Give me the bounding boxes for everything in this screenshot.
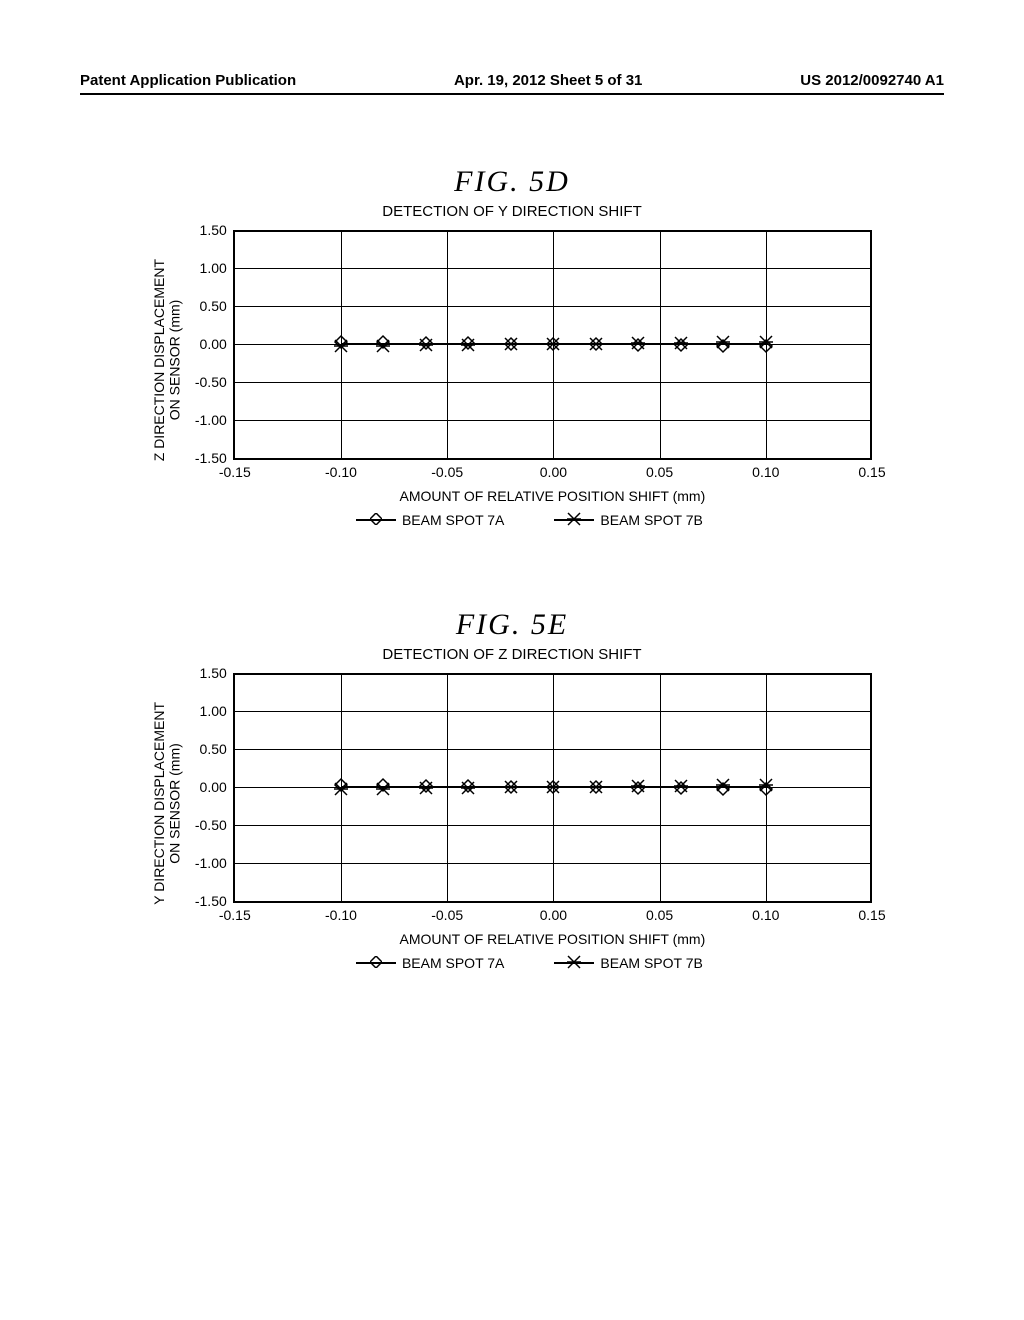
grid-h [235, 711, 872, 712]
y-tick-label: 1.50 [200, 665, 235, 681]
legend-label: BEAM SPOT 7A [402, 512, 504, 528]
legend-label: BEAM SPOT 7B [600, 955, 702, 971]
cross-marker-icon [377, 340, 389, 352]
cross-marker-icon [462, 782, 474, 794]
x-tick-label: 0.00 [540, 458, 567, 480]
x-tick-label: 0.15 [858, 458, 885, 480]
cross-marker-icon [717, 336, 729, 348]
x-tick-label: -0.05 [431, 901, 463, 923]
header-center: Apr. 19, 2012 Sheet 5 of 31 [454, 72, 642, 89]
grid-h [235, 268, 872, 269]
figure-subtitle: DETECTION OF Y DIRECTION SHIFT [152, 203, 872, 220]
cross-marker-icon [717, 779, 729, 791]
cross-marker-icon [567, 955, 581, 972]
x-tick-label: 0.05 [646, 458, 673, 480]
header-right: US 2012/0092740 A1 [800, 72, 944, 89]
cross-marker-icon [547, 338, 559, 350]
y-tick-label: -1.50 [195, 893, 235, 909]
y-tick-label: 1.00 [200, 703, 235, 719]
cross-marker-icon [590, 338, 602, 350]
fig-5e: FIG. 5E DETECTION OF Z DIRECTION SHIFT Y D… [152, 608, 872, 971]
cross-marker-icon [377, 783, 389, 795]
x-axis-label: AMOUNT OF RELATIVE POSITION SHIFT (mm) [233, 931, 872, 947]
x-tick-label: 0.00 [540, 901, 567, 923]
figures-container: FIG. 5D DETECTION OF Y DIRECTION SHIFT Z D… [80, 165, 944, 971]
y-axis-label: Y DIRECTION DISPLACEMENTON SENSOR (mm) [152, 702, 183, 905]
cross-marker-icon [547, 781, 559, 793]
y-tick-label: -0.50 [195, 817, 235, 833]
grid-h [235, 420, 872, 421]
grid-h [235, 306, 872, 307]
x-tick-label: 0.10 [752, 901, 779, 923]
cross-marker-icon [675, 780, 687, 792]
cross-marker-icon [462, 339, 474, 351]
legend-item: BEAM SPOT 7A [356, 955, 504, 971]
x-tick-label: -0.05 [431, 458, 463, 480]
header-rule [80, 93, 944, 95]
legend: BEAM SPOT 7A BEAM SPOT 7B [187, 955, 872, 971]
page-header: Patent Application Publication Apr. 19, … [80, 72, 944, 89]
diamond-marker-icon [370, 955, 382, 971]
cross-marker-icon [632, 337, 644, 349]
legend: BEAM SPOT 7A BEAM SPOT 7B [187, 512, 872, 528]
grid-h [235, 382, 872, 383]
cross-marker-icon [590, 781, 602, 793]
cross-marker-icon [420, 339, 432, 351]
legend-label: BEAM SPOT 7B [600, 512, 702, 528]
figure-subtitle: DETECTION OF Z DIRECTION SHIFT [152, 646, 872, 663]
y-tick-label: 1.50 [200, 222, 235, 238]
page: Patent Application Publication Apr. 19, … [0, 0, 1024, 1091]
y-tick-label: 0.00 [200, 336, 235, 352]
fig-5d: FIG. 5D DETECTION OF Y DIRECTION SHIFT Z D… [152, 165, 872, 528]
legend-line [356, 962, 396, 964]
legend-item: BEAM SPOT 7B [554, 955, 702, 971]
y-tick-label: 1.00 [200, 260, 235, 276]
y-tick-label: 0.00 [200, 779, 235, 795]
cross-marker-icon [505, 338, 517, 350]
chart-wrap: Z DIRECTION DISPLACEMENTON SENSOR (mm) -0… [152, 230, 872, 528]
plot-column: -0.15-0.10-0.050.000.050.100.15-1.50-1.0… [187, 230, 872, 528]
x-tick-label: 0.05 [646, 901, 673, 923]
legend-line [554, 962, 594, 964]
plot-area: -0.15-0.10-0.050.000.050.100.15-1.50-1.0… [233, 230, 872, 460]
cross-marker-icon [632, 780, 644, 792]
figure-title: FIG. 5E [152, 608, 872, 642]
cross-marker-icon [420, 782, 432, 794]
legend-item: BEAM SPOT 7B [554, 512, 702, 528]
x-axis-label: AMOUNT OF RELATIVE POSITION SHIFT (mm) [233, 488, 872, 504]
legend-item: BEAM SPOT 7A [356, 512, 504, 528]
legend-line [356, 519, 396, 521]
y-tick-label: 0.50 [200, 741, 235, 757]
plot-column: -0.15-0.10-0.050.000.050.100.15-1.50-1.0… [187, 673, 872, 971]
grid-h [235, 749, 872, 750]
chart-wrap: Y DIRECTION DISPLACEMENTON SENSOR (mm) -0… [152, 673, 872, 971]
cross-marker-icon [505, 781, 517, 793]
cross-marker-icon [567, 512, 581, 529]
y-tick-label: -1.50 [195, 450, 235, 466]
y-tick-label: -0.50 [195, 374, 235, 390]
x-tick-label: -0.10 [325, 901, 357, 923]
y-tick-label: -1.00 [195, 412, 235, 428]
cross-marker-icon [335, 340, 347, 352]
cross-marker-icon [335, 783, 347, 795]
header-left: Patent Application Publication [80, 72, 296, 89]
y-tick-label: -1.00 [195, 855, 235, 871]
y-tick-label: 0.50 [200, 298, 235, 314]
y-axis-label: Z DIRECTION DISPLACEMENTON SENSOR (mm) [152, 259, 183, 461]
legend-label: BEAM SPOT 7A [402, 955, 504, 971]
figure-title: FIG. 5D [152, 165, 872, 199]
diamond-marker-icon [370, 512, 382, 528]
x-tick-label: -0.10 [325, 458, 357, 480]
grid-h [235, 863, 872, 864]
plot-area: -0.15-0.10-0.050.000.050.100.15-1.50-1.0… [233, 673, 872, 903]
cross-marker-icon [760, 779, 772, 791]
x-tick-label: 0.15 [858, 901, 885, 923]
legend-line [554, 519, 594, 521]
grid-h [235, 825, 872, 826]
cross-marker-icon [675, 337, 687, 349]
cross-marker-icon [760, 336, 772, 348]
x-tick-label: 0.10 [752, 458, 779, 480]
